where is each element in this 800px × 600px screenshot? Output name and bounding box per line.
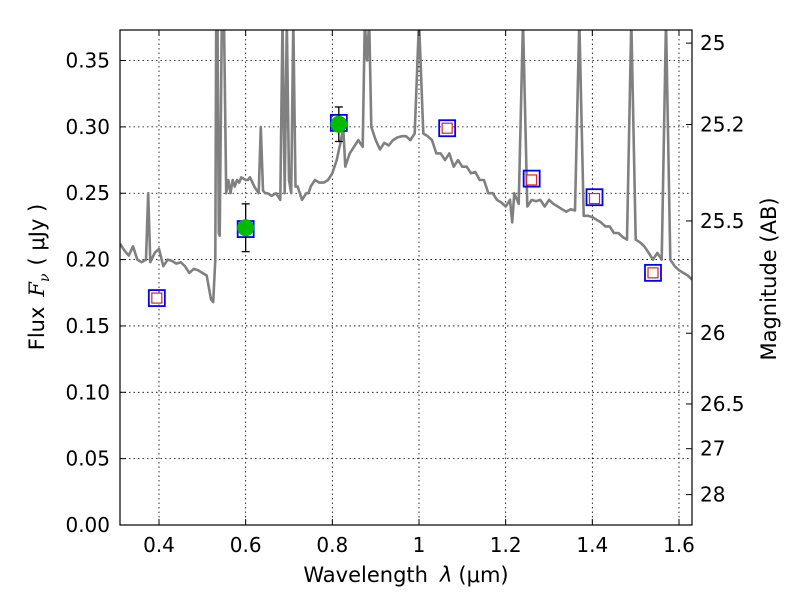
- y-tick-label-6: 0.30: [65, 115, 110, 139]
- plot-frame: [119, 29, 693, 526]
- y2-tick-label-6: 28: [700, 483, 725, 507]
- y-tick-label-5: 0.25: [65, 181, 110, 205]
- detection-point-1: [330, 115, 348, 133]
- observed-upper-square-4: [647, 267, 659, 279]
- sed-line-0: [120, 30, 692, 304]
- y2-tick-label-3: 26: [700, 321, 725, 345]
- y2-tick-label-0: 25: [700, 31, 725, 55]
- y-tick-label-3: 0.15: [65, 314, 110, 338]
- model-photometry-square-5: [585, 188, 604, 207]
- sed-spectrum: [120, 30, 692, 304]
- x-tick-label-6: 1.6: [663, 533, 695, 557]
- y-axis-label: FluxFν( μJy ): [25, 204, 53, 350]
- model-photometry-square-4: [522, 169, 541, 188]
- x-tick-label-0: 0.4: [143, 533, 175, 557]
- observed-upper-square-3: [588, 192, 601, 205]
- y2-tick-label-1: 25.2: [700, 112, 745, 136]
- axes: [119, 29, 693, 526]
- x-tick-label-3: 1: [413, 533, 426, 557]
- x-tick-label-2: 0.8: [316, 533, 348, 557]
- y-tick-label-2: 0.10: [65, 380, 110, 404]
- detection-point-0: [237, 219, 255, 237]
- y-tick-label-7: 0.35: [65, 49, 110, 73]
- y2-axis-label: Magnitude (AB): [757, 197, 781, 360]
- photometry-markers: [147, 106, 662, 307]
- y-tick-label-1: 0.05: [65, 447, 110, 471]
- x-tick-label-4: 1.2: [490, 533, 522, 557]
- y-tick-label-0: 0.00: [65, 513, 110, 537]
- x-tick-label-1: 0.6: [230, 533, 262, 557]
- observed-upper-square-2: [526, 174, 538, 186]
- model-photometry-square-0: [147, 289, 166, 307]
- model-photometry-square-6: [644, 263, 662, 282]
- model-photometry-square-3: [438, 119, 457, 138]
- tick-labels: 0.4 0.6 0.8 1 1.2 1.4 1.6 0.00 0.05 0.10 0.15 0.20 0…: [65, 31, 744, 557]
- observed-upper-square-1: [441, 122, 453, 134]
- x-axis-label: Wavelength λ (μm): [303, 563, 508, 587]
- y2-tick-label-4: 26.5: [700, 392, 745, 416]
- y-tick-label-4: 0.20: [65, 248, 110, 272]
- x-tick-label-5: 1.4: [576, 533, 608, 557]
- y2-tick-label-5: 27: [700, 437, 725, 461]
- y2-tick-label-2: 25.5: [700, 209, 745, 233]
- observed-upper-square-0: [151, 292, 163, 304]
